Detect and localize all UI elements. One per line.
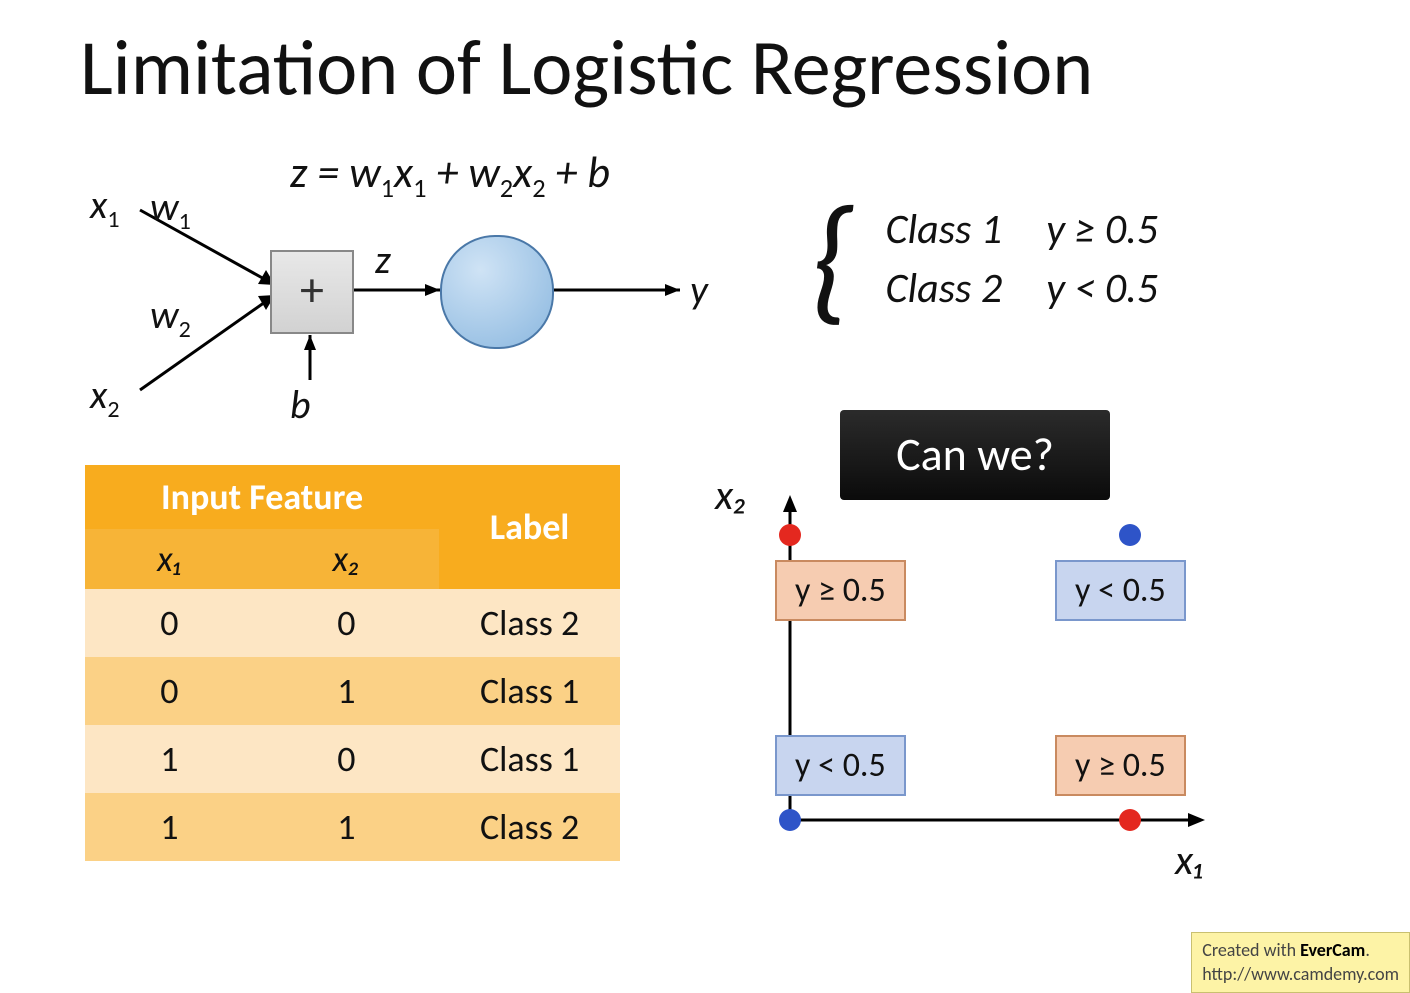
classifier-rule: { Class 1 y ≥ 0.5 Class 2 y < 0.5 (810, 200, 1180, 318)
tag-bottom-right: y ≥ 0.5 (1055, 735, 1186, 796)
xor-table: Input Feature Label x₁ x₂ 00 Class 2 01 … (85, 465, 620, 861)
tag-bottom-left: y < 0.5 (775, 735, 906, 796)
point-1-0 (1119, 809, 1141, 831)
point-0-1 (779, 524, 801, 546)
label-b: b (290, 380, 311, 429)
label-x1: x1 (90, 180, 120, 234)
table-header-feature: Input Feature (85, 465, 439, 529)
label-y: y (690, 265, 708, 314)
watermark: Created with EverCam. http://www.camdemy… (1191, 932, 1410, 993)
table-row: 00 Class 2 (85, 589, 620, 657)
sum-node: + (270, 250, 354, 334)
axis-label-x2: x₂ (715, 470, 747, 521)
page-title: Limitation of Logistic Regression (80, 20, 1093, 115)
table-row: 11 Class 2 (85, 793, 620, 861)
table-row: 10 Class 1 (85, 725, 620, 793)
neuron-diagram: + x1 w1 x2 w2 b z y (80, 190, 740, 450)
sigmoid-node (440, 235, 554, 349)
label-x2: x2 (90, 370, 120, 424)
point-1-1 (1119, 524, 1141, 546)
xor-scatter-plot: x₂ x₁ y ≥ 0.5 y < 0.5 y < 0.5 y ≥ 0.5 (720, 480, 1220, 880)
axis-label-x1: x₁ (1175, 835, 1204, 886)
label-z: z (375, 235, 391, 284)
table-row: 01 Class 1 (85, 657, 620, 725)
tag-top-right: y < 0.5 (1055, 560, 1186, 621)
table-subhead-x1: x₁ (85, 529, 254, 589)
table-header-label: Label (439, 465, 620, 589)
label-w2: w2 (150, 290, 191, 344)
label-w1: w1 (150, 182, 191, 236)
table-subhead-x2: x₂ (254, 529, 439, 589)
point-0-0 (779, 809, 801, 831)
tag-top-left: y ≥ 0.5 (775, 560, 906, 621)
